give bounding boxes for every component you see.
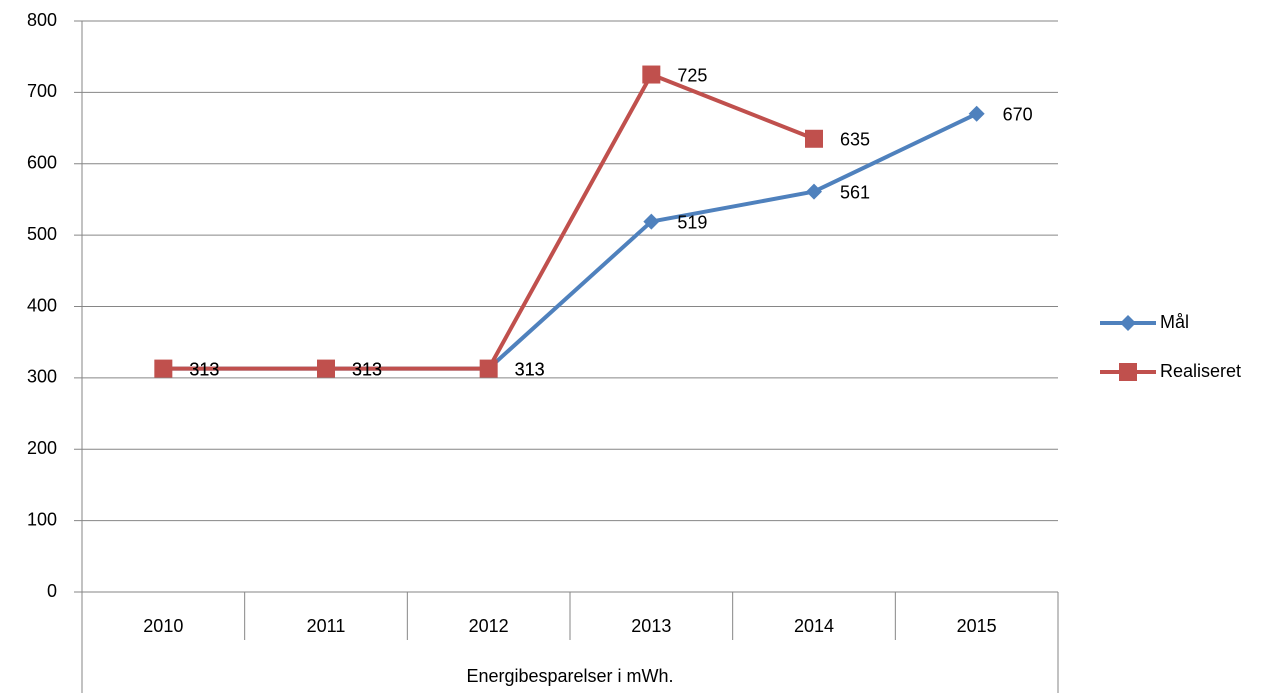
- x-tick-label: 2014: [794, 616, 834, 636]
- y-tick-label: 400: [27, 295, 57, 315]
- y-tick-label: 100: [27, 509, 57, 529]
- data-label: 519: [677, 212, 707, 232]
- legend-marker: [1120, 315, 1136, 331]
- legend-marker: [1119, 363, 1137, 381]
- data-point: [317, 359, 335, 378]
- series-line: [163, 72, 815, 371]
- data-label: 725: [677, 65, 707, 85]
- y-tick-label: 300: [27, 367, 57, 387]
- data-label: 670: [1003, 105, 1033, 125]
- y-tick-label: 800: [27, 10, 57, 30]
- series-line: [163, 111, 978, 371]
- data-label: 313: [515, 359, 545, 379]
- x-tick-label: 2015: [957, 616, 997, 636]
- data-point: [643, 213, 660, 230]
- x-tick-label: 2012: [469, 616, 509, 636]
- data-point: [968, 105, 985, 122]
- data-label: 313: [352, 359, 382, 379]
- data-point: [642, 65, 661, 84]
- data-label: 313: [189, 359, 219, 379]
- legend-label: Mål: [1160, 312, 1189, 332]
- data-label: 313: [189, 359, 219, 379]
- data-label: 313: [352, 359, 382, 379]
- data-label: 635: [840, 130, 870, 150]
- x-tick-label: 2010: [143, 616, 183, 636]
- y-tick-label: 600: [27, 153, 57, 173]
- legend-label: Realiseret: [1160, 361, 1241, 381]
- y-tick-label: 200: [27, 438, 57, 458]
- data-point: [154, 359, 173, 378]
- x-axis-label: Energibesparelser i mWh.: [466, 666, 673, 686]
- data-point: [806, 183, 822, 200]
- data-point: [479, 359, 498, 378]
- data-label: 313: [515, 359, 545, 379]
- data-point: [805, 129, 823, 148]
- y-tick-label: 500: [27, 224, 57, 244]
- data-label: 561: [840, 182, 870, 202]
- y-tick-label: 700: [27, 81, 57, 101]
- x-tick-label: 2011: [307, 616, 346, 636]
- x-tick-label: 2013: [631, 616, 671, 636]
- y-tick-label: 0: [47, 581, 57, 601]
